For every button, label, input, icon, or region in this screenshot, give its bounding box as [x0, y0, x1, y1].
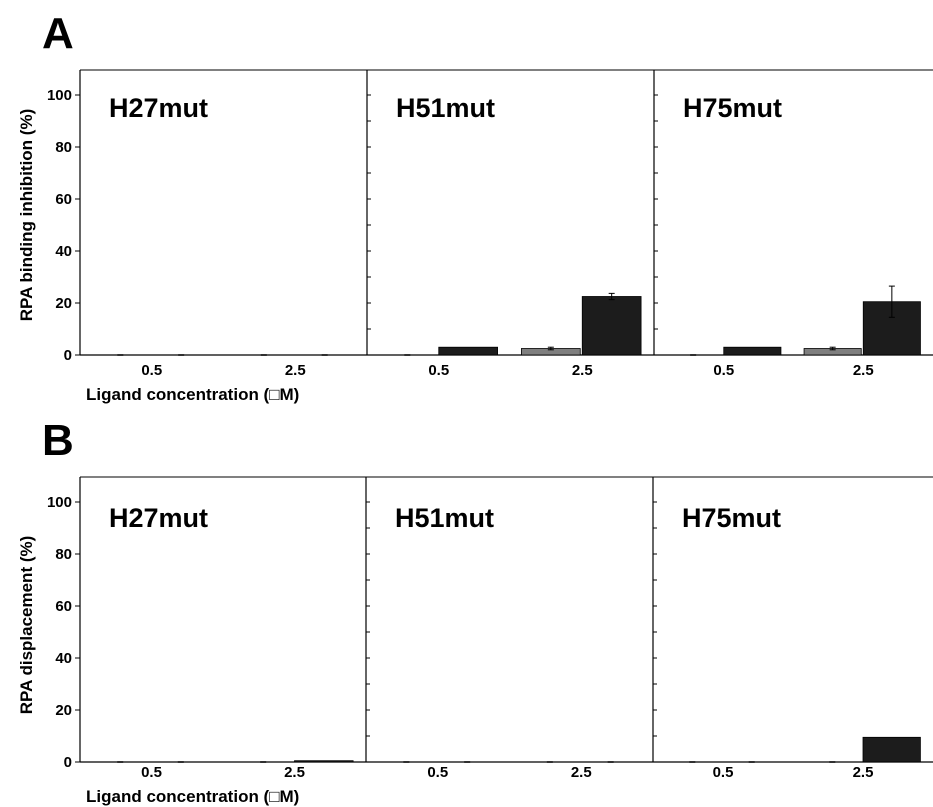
panel-a-y-tick-label: 80 [55, 139, 72, 156]
panel-a-subplot-h27mut-category-label: 0.5 [141, 362, 162, 379]
panel-b-subplot-h27mut-title: H27mut [109, 503, 208, 533]
panel-b-subplot-h51mut-title: H51mut [395, 503, 494, 533]
panel-b-y-tick-label: 80 [55, 546, 72, 563]
panel-b-subplot-h75mut-category-label: 2.5 [853, 764, 874, 781]
panel-a-y-tick-label: 60 [55, 191, 72, 208]
panel-a-y-axis-label: RPA binding inhibition (%) [17, 109, 36, 321]
panel-a-marks: 0 20 40 60 80 100 H27mut 0.5 2.5 H51mut 0.5 2.5 H75m… [47, 69, 933, 379]
panel-a-subplot-h51mut-category-label: 0.5 [428, 362, 449, 379]
panel-b-subplot-h75mut-title: H75mut [682, 503, 781, 533]
panel-a-subplot-h75mut-category-label: 2.5 [853, 362, 874, 379]
panel-a: A RPA binding inhibition (%) Ligand conc… [17, 9, 933, 404]
panel-a-y-tick-label: 0 [64, 347, 72, 364]
panel-a-subplot-h75mut-category-label: 0.5 [713, 362, 734, 379]
panel-a-subplot-h75mut-title: H75mut [683, 93, 782, 123]
panel-a-subplot-h27mut-category-label: 2.5 [285, 362, 306, 379]
panel-a-subplot-h51mut-category-label: 2.5 [572, 362, 593, 379]
panel-b-y-tick-label: 0 [64, 754, 72, 771]
panel-a-x-axis-label: Ligand concentration (□M) [86, 385, 299, 404]
panel-b: B RPA displacement (%) Ligand concentrat… [17, 416, 933, 806]
panel-a-subplot-h51mut-title: H51mut [396, 93, 495, 123]
panel-b-subplot-h27mut-bar [294, 760, 354, 763]
panel-a-subplot-h27mut-title: H27mut [109, 93, 208, 123]
panel-b-subplot-h75mut-category-label: 0.5 [713, 764, 734, 781]
panel-a-y-tick-label: 20 [55, 295, 72, 312]
panel-b-y-tick-label: 100 [47, 494, 72, 511]
panel-a-subplot-h75mut-bar [723, 346, 782, 356]
panel-b-subplot-h51mut-category-label: 0.5 [427, 764, 448, 781]
panel-b-subplot-h27mut-category-label: 2.5 [284, 764, 305, 781]
panel-b-subplot-h27mut-category-label: 0.5 [141, 764, 162, 781]
panel-a-subplot-h51mut-bar [581, 296, 642, 356]
panel-b-letter: B [42, 416, 74, 465]
panel-a-y-tick-label: 100 [47, 87, 72, 104]
panel-a-subplot-h51mut-bar [438, 346, 498, 356]
panel-b-y-tick-label: 40 [55, 650, 72, 667]
panel-b-y-tick-label: 20 [55, 702, 72, 719]
panel-b-subplot-h75mut-bar [862, 736, 921, 763]
panel-b-x-axis-label: Ligand concentration (□M) [86, 787, 299, 806]
panel-b-marks: 0 20 40 60 80 100 H27mut 0.5 2.5 H51mut 0.5 2.5 H75m… [47, 476, 933, 781]
panel-a-y-tick-label: 40 [55, 243, 72, 260]
panel-b-y-axis-label: RPA displacement (%) [17, 536, 36, 715]
panel-b-y-tick-label: 60 [55, 598, 72, 615]
panel-a-letter: A [42, 9, 74, 58]
panel-b-subplot-h51mut-category-label: 2.5 [571, 764, 592, 781]
